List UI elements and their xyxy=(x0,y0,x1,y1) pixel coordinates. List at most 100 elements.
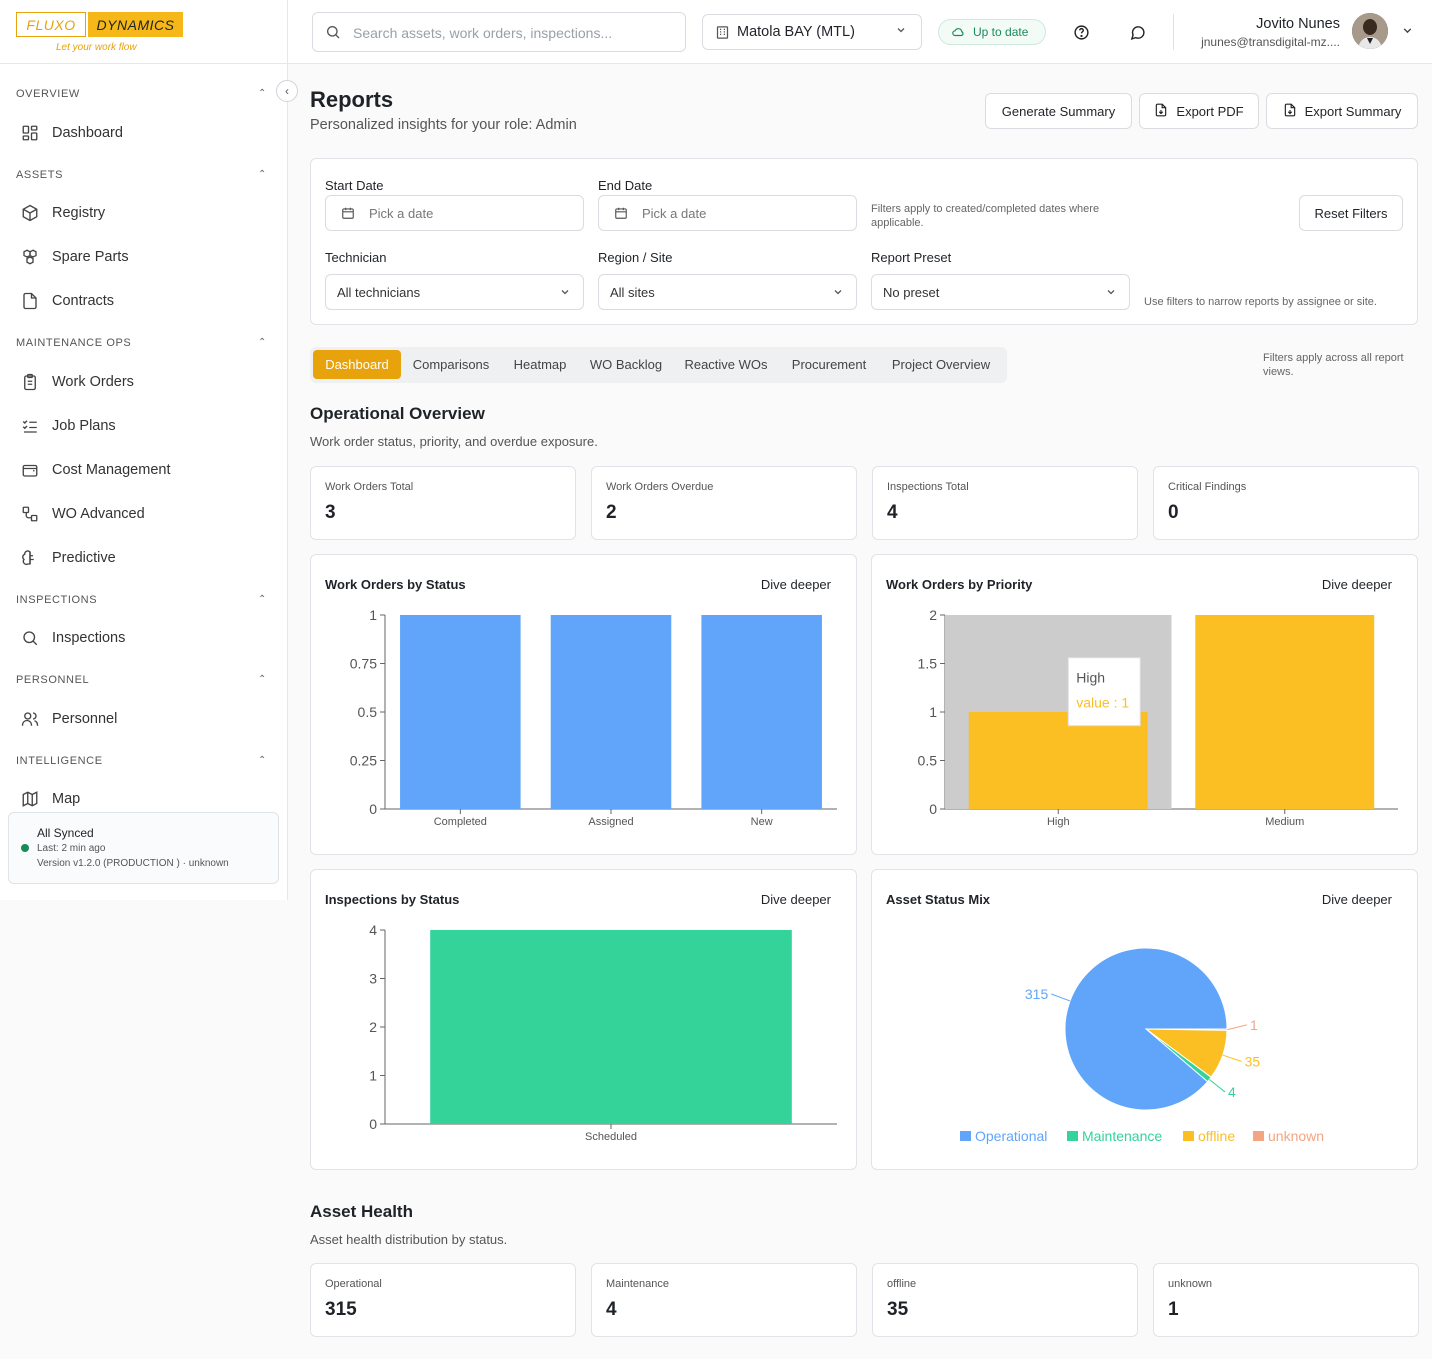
chevron-up-icon[interactable]: ⌃ xyxy=(258,674,267,685)
tab-heatmap[interactable]: Heatmap xyxy=(513,357,567,372)
sidebar-item-map[interactable]: Map xyxy=(20,787,80,811)
status-text: Up to date xyxy=(973,25,1029,39)
dive-deeper-link[interactable]: Dive deeper xyxy=(1321,577,1392,592)
y-tick-label: 0 xyxy=(369,801,377,817)
export-pdf-button[interactable]: Export PDF xyxy=(1139,93,1259,129)
chat-icon[interactable] xyxy=(1127,22,1147,42)
y-tick-label: 4 xyxy=(369,922,377,938)
sidebar-item-inspections[interactable]: Inspections xyxy=(20,626,125,650)
kpi-card[interactable]: Critical Findings 0 xyxy=(1153,466,1419,540)
kpi-card[interactable]: Work Orders Total 3 xyxy=(310,466,576,540)
sidebar-item-predictive[interactable]: Predictive xyxy=(20,546,116,570)
preset-select[interactable]: No preset xyxy=(871,274,1130,310)
legend-label: Operational xyxy=(975,1128,1047,1144)
kpi-card[interactable]: Operational 315 xyxy=(310,1263,576,1337)
start-date-picker[interactable]: Pick a date xyxy=(325,195,584,231)
region-label: Region / Site xyxy=(598,250,673,265)
cube-icon xyxy=(20,203,40,223)
kpi-label: Operational xyxy=(325,1278,382,1290)
tab-dashboard[interactable]: Dashboard xyxy=(313,350,401,379)
y-tick-label: 1 xyxy=(369,1068,377,1084)
legend-swatch xyxy=(960,1131,971,1141)
region-select[interactable]: All sites xyxy=(598,274,857,310)
sync-version: Version v1.2.0 (PRODUCTION ) · unknown xyxy=(37,858,229,869)
technician-label: Technician xyxy=(325,250,387,265)
legend-swatch xyxy=(1183,1131,1194,1141)
operational-overview-subtitle: Work order status, priority, and overdue… xyxy=(310,434,598,449)
dive-deeper-link[interactable]: Dive deeper xyxy=(1321,892,1392,907)
kpi-card[interactable]: Maintenance 4 xyxy=(591,1263,857,1337)
generate-summary-button[interactable]: Generate Summary xyxy=(985,93,1132,129)
chevron-up-icon[interactable]: ⌃ xyxy=(258,88,267,99)
sidebar-item-registry[interactable]: Registry xyxy=(20,201,105,225)
pie-slice xyxy=(1064,947,1228,1111)
section-overview: OVERVIEW xyxy=(16,88,80,100)
chevron-down-icon[interactable] xyxy=(1401,24,1414,40)
sync-last: Last: 2 min ago xyxy=(37,843,106,854)
tab-procurement[interactable]: Procurement xyxy=(791,357,867,372)
avatar[interactable] xyxy=(1352,13,1388,49)
sidebar-item-job-plans[interactable]: Job Plans xyxy=(20,414,116,438)
chevron-up-icon[interactable]: ⌃ xyxy=(258,169,267,180)
legend-swatch xyxy=(1253,1131,1264,1141)
help-icon[interactable] xyxy=(1071,22,1091,42)
sidebar-item-contracts[interactable]: Contracts xyxy=(20,289,114,313)
sidebar-item-cost-management[interactable]: Cost Management xyxy=(20,458,170,482)
search-icon xyxy=(325,24,341,43)
site-select[interactable]: Matola BAY (MTL) xyxy=(702,14,922,50)
sidebar-item-work-orders[interactable]: Work Orders xyxy=(20,370,134,394)
sidebar-item-label: Cost Management xyxy=(52,462,171,478)
sidebar-item-label: Map xyxy=(52,791,81,807)
tab-wo-backlog[interactable]: WO Backlog xyxy=(589,357,663,372)
kpi-label: unknown xyxy=(1168,1278,1213,1290)
chevron-down-icon xyxy=(895,24,907,39)
kpi-card[interactable]: Work Orders Overdue 2 xyxy=(591,466,857,540)
x-tick-label: New xyxy=(751,816,773,828)
dashboard-icon xyxy=(20,123,40,143)
tab-reactive-wos[interactable]: Reactive WOs xyxy=(684,357,768,372)
pie-label: 35 xyxy=(1245,1053,1261,1069)
tooltip-box xyxy=(1067,657,1141,727)
legend-swatch xyxy=(1067,1131,1078,1141)
kpi-value: 3 xyxy=(325,502,336,523)
boxes-icon xyxy=(20,247,40,267)
tab-comparisons[interactable]: Comparisons xyxy=(412,357,490,372)
dive-deeper-link[interactable]: Dive deeper xyxy=(760,577,831,592)
sidebar-item-dashboard[interactable]: Dashboard xyxy=(20,121,123,145)
button-label: Reset Filters xyxy=(1314,205,1388,221)
chart-card-wo-priority: Work Orders by Priority Dive deeper 0 0.5… xyxy=(871,554,1418,855)
bar xyxy=(1195,615,1375,809)
kpi-value: 315 xyxy=(325,1299,357,1320)
kpi-card[interactable]: unknown 1 xyxy=(1153,1263,1419,1337)
export-summary-button[interactable]: Export Summary xyxy=(1266,93,1418,129)
bar xyxy=(701,615,822,809)
tab-project-overview[interactable]: Project Overview xyxy=(891,357,991,372)
sync-status-pill[interactable]: Up to date xyxy=(938,19,1046,45)
chart-title: Work Orders by Priority xyxy=(886,577,1033,592)
reset-filters-button[interactable]: Reset Filters xyxy=(1299,195,1403,231)
sidebar-item-spare-parts[interactable]: Spare Parts xyxy=(20,245,129,269)
brand-logo[interactable]: FLUXO DYNAMICS Let your work flow xyxy=(0,0,288,64)
preset-value: No preset xyxy=(883,285,940,300)
operational-overview-title: Operational Overview xyxy=(310,404,485,423)
kpi-card[interactable]: offline 35 xyxy=(872,1263,1138,1337)
sidebar-item-wo-advanced[interactable]: WO Advanced xyxy=(20,502,145,526)
chevron-up-icon[interactable]: ⌃ xyxy=(258,594,267,605)
sidebar-item-personnel[interactable]: Personnel xyxy=(20,707,117,731)
pie-label: 4 xyxy=(1228,1084,1236,1100)
chevron-up-icon[interactable]: ⌃ xyxy=(258,755,267,766)
kpi-card[interactable]: Inspections Total 4 xyxy=(872,466,1138,540)
collapse-sidebar-button[interactable]: ‹ xyxy=(276,80,298,102)
chart-title: Inspections by Status xyxy=(325,892,460,907)
search-input[interactable]: Search assets, work orders, inspections.… xyxy=(312,12,686,52)
x-tick-label: Scheduled xyxy=(585,1131,637,1143)
button-label: Export Summary xyxy=(1304,103,1402,119)
dive-deeper-link[interactable]: Dive deeper xyxy=(760,892,831,907)
chevron-up-icon[interactable]: ⌃ xyxy=(258,337,267,348)
chart-card-asset-status-mix: Asset Status Mix Dive deeper 1 35 4 315 Oper… xyxy=(871,869,1418,1170)
chevron-down-icon xyxy=(1105,286,1117,301)
end-date-picker[interactable]: Pick a date xyxy=(598,195,857,231)
kpi-value: 4 xyxy=(606,1299,617,1320)
technician-select[interactable]: All technicians xyxy=(325,274,584,310)
bar xyxy=(430,930,792,1124)
